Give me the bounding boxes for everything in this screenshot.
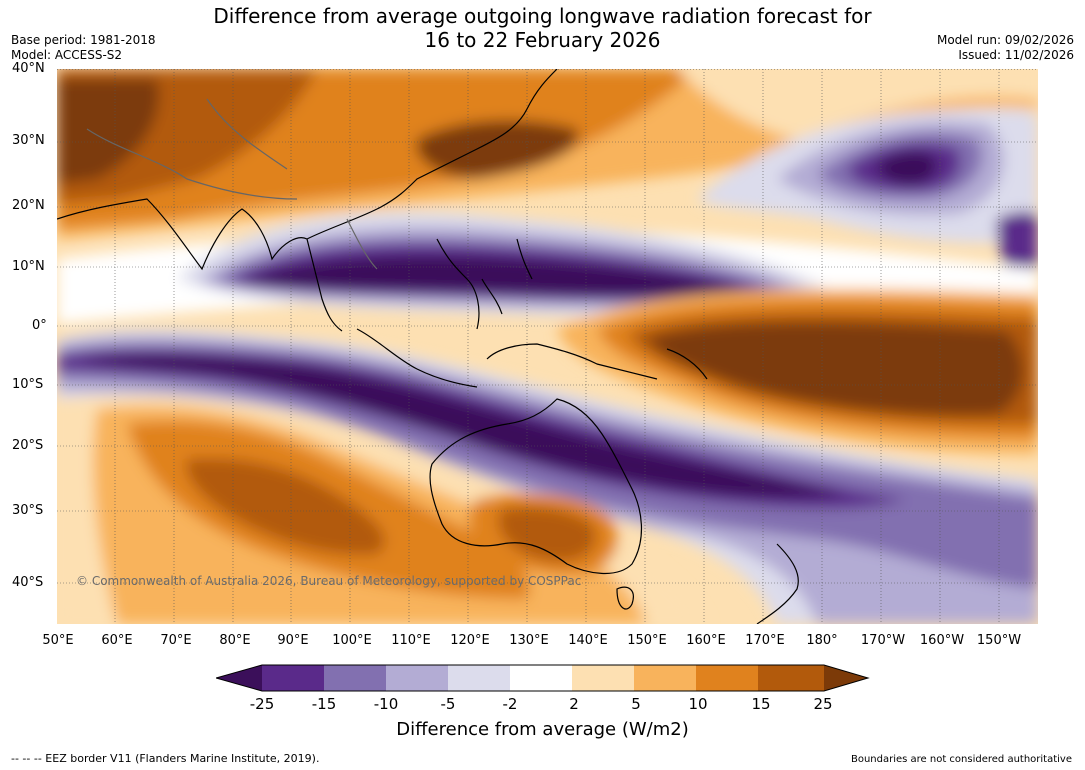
colorbar-tick: 15 (751, 695, 771, 713)
map-canvas (57, 69, 1038, 624)
lon-label: 160°W (919, 633, 965, 648)
lon-label: 160°E (686, 633, 726, 648)
colorbar-tick: 10 (688, 695, 708, 713)
colorbar-swatch (448, 665, 510, 691)
colorbar-tick: 2 (569, 695, 579, 713)
colorbar-arrow-left (216, 665, 262, 691)
lon-label: 140°E (568, 633, 608, 648)
chart-title-line1: Difference from average outgoing longwav… (213, 4, 872, 28)
graticule (57, 69, 1038, 624)
lat-label-10n: 10°N (12, 259, 45, 274)
colorbar-tick: -15 (311, 695, 337, 713)
colorbar (216, 664, 870, 692)
colorbar-swatch (262, 665, 324, 691)
lat-label-10s: 10°S (12, 377, 44, 392)
lat-label-20n: 20°N (12, 198, 45, 213)
lon-label: 120°E (450, 633, 490, 648)
colorbar-swatch (386, 665, 448, 691)
copyright-watermark: © Commonwealth of Australia 2026, Bureau… (76, 574, 582, 588)
colorbar-tick: -25 (249, 695, 275, 713)
colorbar-label: Difference from average (W/m2) (396, 719, 689, 740)
colorbar-tick: -2 (502, 695, 518, 713)
anomaly-field (57, 69, 1038, 624)
colorbar-tick: 25 (813, 695, 833, 713)
colorbar-swatch (758, 665, 824, 691)
lon-label: 130°E (509, 633, 549, 648)
lat-label-40s: 40°S (12, 575, 44, 590)
colorbar-swatch (634, 665, 696, 691)
boundaries-disclaimer: Boundaries are not considered authoritat… (850, 754, 1072, 765)
lon-label: 110°E (391, 633, 431, 648)
lat-label-30s: 30°S (12, 503, 44, 518)
lon-label: 90°E (277, 633, 309, 648)
chart-title-line2: 16 to 22 February 2026 (424, 28, 661, 52)
colorbar-swatch (696, 665, 758, 691)
model-run: Model run: 09/02/2026 (936, 33, 1074, 47)
lon-label: 50°E (42, 633, 74, 648)
lon-label: 150°W (976, 633, 1022, 648)
colorbar-swatch (572, 665, 634, 691)
country-borders (86, 98, 378, 270)
lon-label: 150°E (627, 633, 667, 648)
coastlines (57, 69, 799, 624)
colorbar-tick: 5 (631, 695, 641, 713)
eez-legend: -- -- -- EEZ border V11 (Flanders Marine… (11, 752, 320, 765)
lat-label-30n: 30°N (12, 133, 45, 148)
lon-label: 180° (806, 633, 838, 648)
colorbar-tick: -10 (373, 695, 399, 713)
lat-label-eq: 0° (32, 318, 47, 333)
lon-label: 70°E (160, 633, 192, 648)
colorbar-tick: -5 (440, 695, 456, 713)
olr-anomaly-map (57, 69, 1038, 624)
lon-label: 100°E (332, 633, 372, 648)
lon-label: 170°E (745, 633, 785, 648)
lat-label-20s: 20°S (12, 438, 44, 453)
colorbar-swatch (324, 665, 386, 691)
colorbar-outline (216, 664, 870, 692)
lon-label: 80°E (219, 633, 251, 648)
colorbar-swatch (510, 665, 572, 691)
model-name: Model: ACCESS-S2 (11, 48, 123, 62)
base-period: Base period: 1981-2018 (11, 33, 156, 47)
lat-label-40n: 40°N (12, 61, 45, 76)
colorbar-arrow-right (824, 665, 868, 691)
lon-label: 170°W (860, 633, 906, 648)
issued-date: Issued: 11/02/2026 (958, 48, 1074, 62)
lon-label: 60°E (101, 633, 133, 648)
